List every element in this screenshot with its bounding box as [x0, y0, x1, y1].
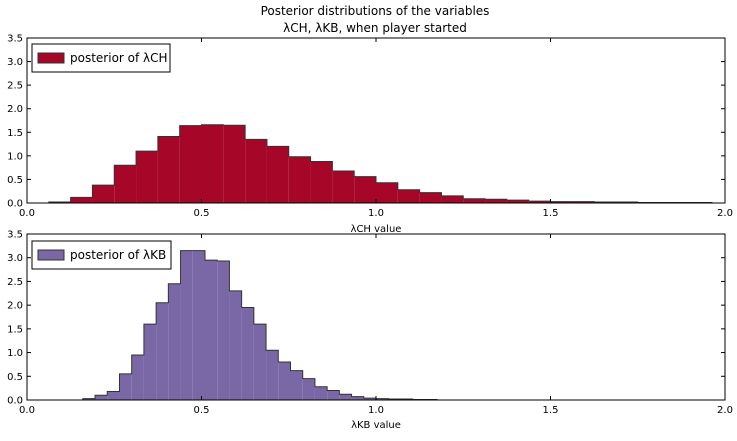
x-tick-label: 1.5 — [543, 208, 559, 219]
histogram-bar — [463, 198, 486, 203]
legend: posterior of λCH — [31, 43, 171, 73]
y-tick-label: 0.5 — [7, 175, 23, 186]
histogram-bar — [419, 192, 442, 203]
histogram-bar — [241, 307, 254, 400]
y-tick-label: 3.0 — [7, 57, 23, 68]
histogram-bar — [310, 161, 333, 203]
chart-panel-2: 0.0 0.5 1.0 1.5 2.0 0.0 0.5 1.0 1.5 2.0 2.5 3.0 3.5 λ… — [7, 230, 733, 432]
histogram-bar — [278, 362, 291, 400]
histogram-bar — [327, 390, 340, 400]
histogram-bar — [550, 201, 573, 203]
x-tick-label: 1.0 — [368, 208, 384, 219]
histogram-bar — [107, 391, 120, 400]
histogram-bar — [290, 370, 303, 400]
histogram-bar — [192, 250, 205, 400]
x-tick-label: 0.0 — [19, 208, 35, 219]
histogram-bar — [157, 136, 180, 203]
histogram-outline — [82, 250, 438, 401]
y-tick-label: 2.0 — [7, 301, 23, 312]
figure-subtitle: λCH, λKB, when player started — [283, 21, 467, 35]
histogram-bar — [217, 261, 230, 400]
histogram-bar — [351, 396, 364, 400]
histogram-bar — [314, 386, 328, 400]
legend-label: posterior of λCH — [70, 51, 168, 65]
legend-label: posterior of λKB — [70, 248, 166, 262]
x-tick-label: 1.5 — [543, 405, 559, 416]
x-tick-label: 0.5 — [194, 405, 210, 416]
x-tick-label: 0.0 — [19, 405, 35, 416]
histogram-bar — [253, 324, 267, 400]
histogram-bar — [136, 151, 158, 203]
histogram-bar — [245, 139, 267, 203]
histogram-bar — [354, 176, 376, 203]
histogram-bar — [229, 290, 242, 400]
y-tick-label: 3.5 — [7, 230, 23, 241]
histogram-bar — [363, 398, 376, 400]
histogram-bar — [95, 395, 108, 400]
histogram-bar — [485, 199, 507, 203]
histogram-bar — [201, 124, 224, 203]
histogram-bar — [397, 189, 420, 203]
histogram-bar — [302, 378, 315, 400]
legend-swatch — [37, 52, 65, 64]
y-tick-label: 0.5 — [7, 372, 23, 383]
histogram-bar — [179, 125, 202, 203]
histogram-bar — [288, 156, 311, 203]
x-tick-label: 2.0 — [717, 208, 733, 219]
y-tick-label: 2.0 — [7, 104, 23, 115]
histogram-bar — [376, 182, 398, 203]
histogram-bar — [82, 398, 96, 400]
histogram-bar — [441, 195, 464, 203]
histogram-outline — [48, 124, 713, 204]
histogram-bar — [119, 373, 132, 400]
legend-swatch — [37, 249, 65, 261]
histogram-bar — [376, 398, 389, 400]
y-tick-label: 0.0 — [7, 199, 23, 210]
figure-title: Posterior distributions of the variables — [261, 4, 490, 18]
chart-panel-1: 0.0 0.5 1.0 1.5 2.0 0.0 0.5 1.0 1.5 2.0 2.5 3.0 3.5 λ… — [7, 34, 733, 236]
x-axis-label: λKB value — [351, 420, 401, 431]
histogram-bar — [266, 146, 289, 203]
legend: posterior of λKB — [31, 240, 172, 270]
y-tick-label: 1.5 — [7, 128, 23, 139]
histogram-bar — [572, 201, 595, 203]
y-tick-label: 3.0 — [7, 253, 23, 264]
histogram-bar — [114, 165, 137, 203]
x-tick-label: 0.5 — [194, 208, 210, 219]
panels: 0.0 0.5 1.0 1.5 2.0 0.0 0.5 1.0 1.5 2.0 2.5 3.0 3.5 λ… — [7, 34, 733, 432]
y-tick-label: 2.5 — [7, 277, 23, 288]
y-tick-label: 2.5 — [7, 81, 23, 92]
histogram-bar — [332, 170, 355, 203]
histogram-bar — [204, 260, 218, 400]
histogram-bar — [143, 324, 157, 400]
y-tick-label: 0.0 — [7, 396, 23, 407]
histogram-bar — [266, 350, 279, 400]
x-tick-label: 1.0 — [368, 405, 384, 416]
histogram-bar — [506, 200, 529, 203]
histogram-bar — [168, 283, 181, 400]
histogram-bar — [70, 197, 93, 203]
histogram-bar — [156, 302, 169, 400]
y-tick-label: 1.5 — [7, 324, 23, 335]
histogram-bar — [131, 354, 144, 400]
histogram-bar — [339, 394, 352, 400]
histogram-bar — [223, 125, 246, 203]
histogram-bar — [92, 185, 115, 203]
histogram-bars — [82, 250, 438, 400]
y-tick-label: 1.0 — [7, 151, 23, 162]
y-tick-label: 3.5 — [7, 34, 23, 45]
x-tick-label: 2.0 — [717, 405, 733, 416]
x-axis-label: λCH value — [351, 224, 402, 235]
histogram-bar — [528, 201, 551, 203]
histogram-bar — [180, 250, 193, 400]
y-tick-label: 1.0 — [7, 348, 23, 359]
histogram-bars — [48, 124, 712, 203]
